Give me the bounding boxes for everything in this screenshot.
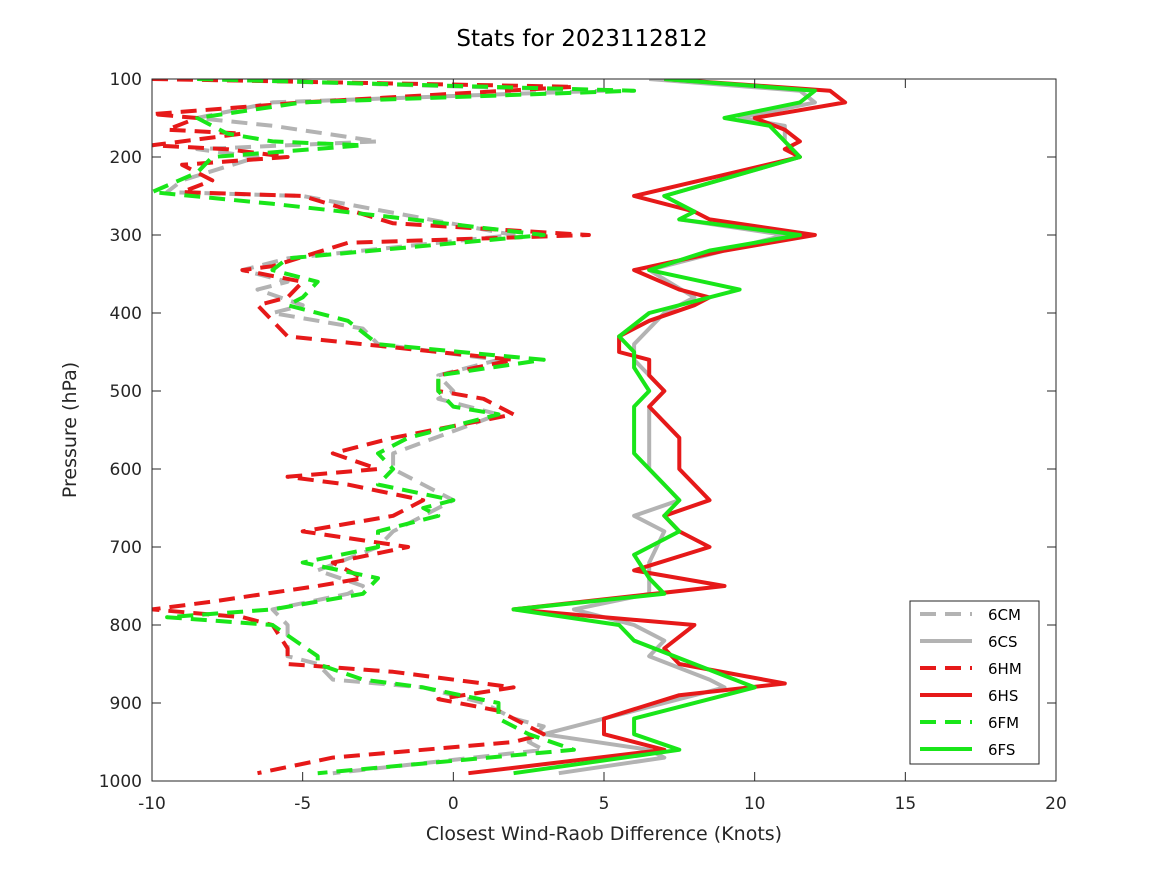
x-tick-label: -5 [294,794,311,814]
y-tick-label: 200 [110,148,142,168]
legend-label-6cm: 6CM [988,606,1021,624]
series-line-6fm [152,79,637,776]
legend-label-6hs: 6HS [988,687,1018,705]
series-line-6fs [511,79,817,776]
x-tick-label: 20 [1045,794,1067,814]
y-tick-label: 1000 [99,772,142,792]
x-tick-label: 10 [744,794,766,814]
x-tick-label: 0 [448,794,459,814]
y-tick-label: 100 [110,70,142,90]
tick-labels: -10 -5 0 5 10 15 20 100 200 300 400 500 600 700 800 900… [99,70,1067,814]
y-axis-title: Pressure (hPa) [59,362,81,498]
chart-title: Stats for 2023112812 [456,26,707,52]
x-tick-label: 5 [599,794,610,814]
series-group [152,79,848,776]
legend: 6CM 6CS 6HM 6HS 6FM 6FS [909,600,1040,765]
x-tick-label: -10 [138,794,166,814]
series-line-6cm [165,79,606,776]
y-tick-label: 800 [110,616,142,636]
y-tick-label: 700 [110,538,142,558]
x-tick-label: 15 [895,794,917,814]
plot-frame [151,78,1057,782]
y-tick-label: 300 [110,226,142,246]
y-tick-label: 600 [110,460,142,480]
y-tick-label: 900 [110,694,142,714]
legend-label-6hm: 6HM [988,660,1022,678]
x-axis-title: Closest Wind-Raob Difference (Knots) [426,823,782,845]
legend-label-6cs: 6CS [988,633,1018,651]
legend-entries: 6CM 6CS 6HM 6HS 6FM 6FS [920,606,1022,759]
legend-box [909,600,1040,765]
y-tick-label: 500 [110,382,142,402]
y-tick-label: 400 [110,304,142,324]
series-line-6hm [152,79,591,776]
legend-label-6fm: 6FM [988,714,1019,732]
legend-label-6fs: 6FS [988,741,1015,759]
